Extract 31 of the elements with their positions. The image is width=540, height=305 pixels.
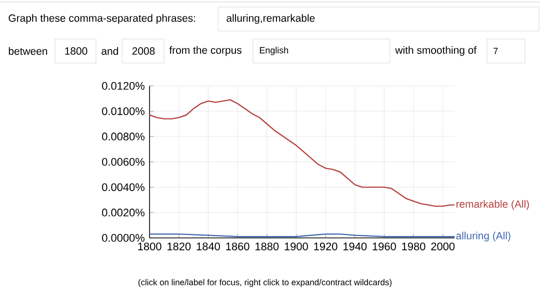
x-tick-label: 1880 (256, 242, 279, 250)
text: from the corpus (169, 46, 242, 56)
text: alluring,remarkable (226, 14, 315, 24)
text: and (102, 47, 118, 55)
x-tick-label: 1800 (138, 242, 162, 250)
x-tick-label: 1940 (344, 242, 367, 250)
x-tick-label: 2000 (431, 242, 455, 250)
x-tick-label: 1860 (226, 242, 250, 250)
x-tick-label: 1900 (284, 242, 308, 250)
y-tick-label: 0.0080% (102, 132, 144, 140)
text: between (8, 47, 48, 55)
text: 7 (494, 48, 498, 54)
y-tick-label: 0.0040% (102, 183, 144, 192)
y-tick-label: 0.0100% (102, 107, 144, 116)
series-label: alluring (All) (456, 232, 510, 242)
x-tick-label: 1980 (402, 242, 426, 250)
x-tick-label: 1840 (196, 242, 220, 250)
y-tick-label: 0.0120% (102, 82, 144, 90)
text: (click on line/label for focus, right click to expand/contract wildcards) (138, 279, 392, 287)
text: English (260, 46, 288, 56)
x-tick-label: 1920 (314, 242, 338, 250)
x-tick-label: 1960 (372, 242, 396, 250)
series-label: remarkable (All) (456, 200, 529, 210)
y-tick-label: 0.0020% (102, 208, 144, 216)
text: Graph these comma-separated phrases: (8, 14, 196, 24)
y-tick-label: 0.0000% (102, 234, 144, 242)
text: with smoothing of (395, 46, 477, 56)
text: 2008 (132, 47, 155, 55)
text: 1800 (65, 47, 88, 55)
y-tick-label: 0.0060% (102, 158, 144, 166)
x-tick-label: 1820 (168, 242, 191, 250)
